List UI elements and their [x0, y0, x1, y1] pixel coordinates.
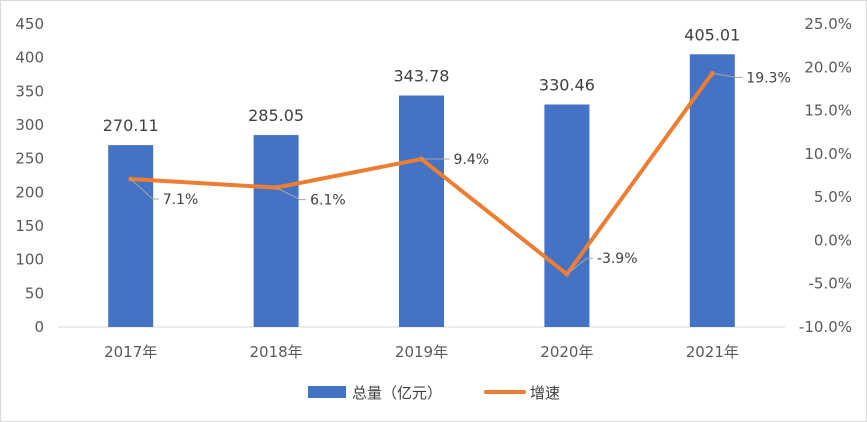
bar [399, 95, 444, 327]
bar-value-label: 330.46 [539, 75, 595, 94]
bar-value-label: 343.78 [394, 67, 450, 86]
growth-value-label: 19.3% [746, 70, 790, 86]
y-right-tick-label: 10.0% [804, 145, 852, 163]
x-tick-label: 2020年 [540, 343, 593, 361]
legend-label-bar: 总量（亿元） [352, 384, 442, 402]
y-left-tick-label: 300 [15, 116, 44, 134]
y-left-tick-label: 200 [15, 183, 44, 201]
y-left-tick-label: 400 [15, 49, 44, 67]
leader-line [566, 257, 593, 275]
y-left-tick-label: 250 [15, 150, 44, 168]
leader-line [275, 187, 307, 201]
y-right-tick-label: -5.0% [808, 275, 852, 293]
y-right-tick-label: -10.0% [799, 318, 852, 336]
x-tick-label: 2019年 [395, 343, 448, 361]
y-right-tick-label: 25.0% [804, 15, 852, 33]
bar-value-label: 270.11 [103, 116, 159, 135]
growth-value-label: 9.4% [454, 152, 490, 168]
growth-value-label: 6.1% [310, 193, 346, 209]
legend-label-line: 增速 [530, 384, 560, 402]
x-tick-label: 2018年 [250, 343, 303, 361]
x-tick-label: 2021年 [686, 343, 739, 361]
y-right-tick-label: 5.0% [814, 188, 852, 206]
y-right-tick-label: 15.0% [804, 102, 852, 120]
growth-value-label: 7.1% [163, 192, 199, 208]
bar-value-label: 405.01 [684, 25, 740, 44]
bar [253, 135, 299, 327]
bar-value-label: 285.05 [248, 106, 304, 125]
y-left-tick-label: 0 [34, 318, 44, 336]
y-left-tick-label: 350 [15, 82, 44, 100]
leader-line [130, 178, 159, 200]
y-left-tick-label: 50 [25, 284, 44, 302]
y-right-tick-label: 20.0% [804, 58, 852, 76]
legend-swatch-bar [308, 386, 346, 398]
y-left-tick-label: 450 [15, 15, 44, 33]
leader-line [712, 72, 743, 78]
bar [544, 104, 590, 327]
bar [108, 145, 154, 327]
x-tick-label: 2017年 [104, 343, 157, 361]
y-right-tick-label: 0.0% [814, 231, 852, 249]
y-left-tick-label: 150 [15, 217, 44, 235]
y-left-tick-label: 100 [15, 251, 44, 269]
bar [689, 54, 735, 327]
growth-value-label: -3.9% [597, 251, 638, 267]
